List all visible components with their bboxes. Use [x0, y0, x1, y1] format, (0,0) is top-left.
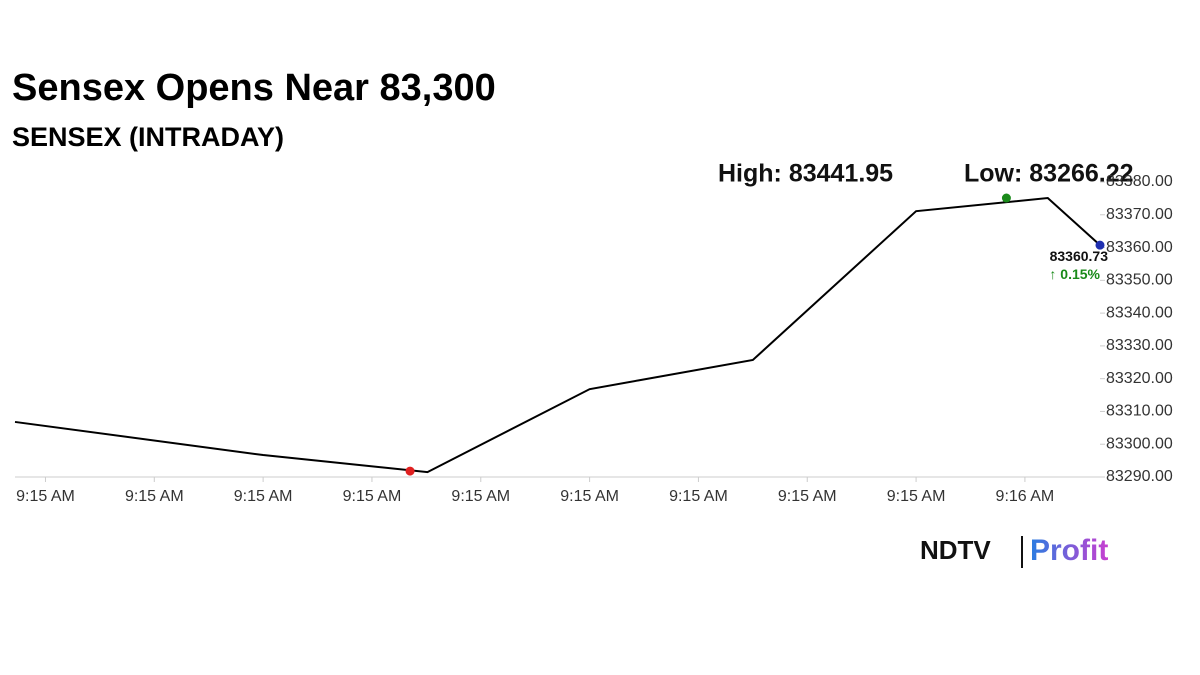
change-label: ↑ 0.15% [1049, 266, 1100, 282]
y-tick-label: 83370.00 [1106, 206, 1173, 223]
x-tick-label: 9:16 AM [996, 488, 1055, 505]
x-tick-label: 9:15 AM [16, 488, 75, 505]
marker [1001, 193, 1011, 203]
chart-subtitle: SENSEX (INTRADAY) [12, 122, 284, 152]
marker [405, 466, 415, 476]
y-tick-label: 83340.00 [1106, 304, 1173, 321]
y-tick-label: 83360.00 [1106, 239, 1173, 256]
x-tick-label: 9:15 AM [778, 488, 837, 505]
y-tick-label: 83320.00 [1106, 370, 1173, 387]
price-line [14, 197, 1101, 474]
x-tick-label: 9:15 AM [887, 488, 946, 505]
y-tick-label: 83380.00 [1106, 173, 1173, 190]
marker [1095, 240, 1105, 250]
x-tick-label: 9:15 AM [669, 488, 728, 505]
y-tick-label: 83290.00 [1106, 468, 1173, 485]
y-tick-label: 83350.00 [1106, 272, 1173, 289]
logo-brand: NDTV [920, 535, 991, 565]
low-annotation: Low: 83266.22 [964, 160, 1134, 188]
x-tick-label: 9:15 AM [125, 488, 184, 505]
y-tick-label: 83310.00 [1106, 403, 1173, 420]
x-tick-label: 9:15 AM [451, 488, 510, 505]
x-tick-label: 9:15 AM [343, 488, 402, 505]
high-annotation: High: 83441.95 [718, 160, 893, 188]
last-value-label: 83360.73 [1050, 248, 1109, 264]
y-tick-label: 83300.00 [1106, 435, 1173, 452]
x-tick-label: 9:15 AM [560, 488, 619, 505]
logo-product: Profit [1030, 534, 1108, 567]
y-tick-label: 83330.00 [1106, 337, 1173, 354]
x-tick-label: 9:15 AM [234, 488, 293, 505]
chart-title: Sensex Opens Near 83,300 [12, 67, 496, 109]
